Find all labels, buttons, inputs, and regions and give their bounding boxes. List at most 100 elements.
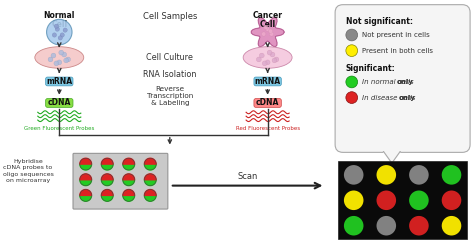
Circle shape	[272, 58, 277, 63]
Polygon shape	[123, 180, 135, 186]
Circle shape	[60, 33, 64, 37]
Circle shape	[268, 29, 273, 33]
Polygon shape	[123, 174, 135, 180]
Polygon shape	[80, 180, 91, 186]
Text: Cancer
Cell: Cancer Cell	[253, 11, 283, 29]
Polygon shape	[123, 158, 135, 164]
Ellipse shape	[35, 47, 84, 68]
Circle shape	[48, 57, 53, 62]
Polygon shape	[145, 158, 156, 164]
Circle shape	[264, 25, 268, 29]
Polygon shape	[145, 180, 156, 186]
Circle shape	[376, 216, 396, 236]
Text: Red Fluorescent Probes: Red Fluorescent Probes	[236, 126, 300, 131]
Circle shape	[55, 27, 60, 31]
Circle shape	[262, 61, 267, 66]
Polygon shape	[101, 180, 113, 186]
Text: Cell Samples: Cell Samples	[143, 12, 197, 22]
Text: Significant:: Significant:	[346, 64, 396, 73]
FancyBboxPatch shape	[254, 77, 282, 86]
Polygon shape	[80, 195, 91, 201]
Circle shape	[51, 53, 56, 58]
Text: mRNA: mRNA	[255, 77, 281, 86]
Circle shape	[346, 29, 357, 41]
Polygon shape	[145, 164, 156, 170]
Circle shape	[269, 32, 273, 36]
Circle shape	[63, 28, 67, 32]
Circle shape	[62, 52, 67, 57]
Polygon shape	[101, 164, 113, 170]
Text: In disease cells: In disease cells	[362, 94, 417, 101]
Circle shape	[64, 58, 69, 63]
Polygon shape	[101, 158, 113, 164]
Circle shape	[265, 27, 270, 31]
FancyBboxPatch shape	[254, 98, 282, 107]
Polygon shape	[382, 150, 401, 163]
Circle shape	[54, 61, 59, 66]
Text: cDNA: cDNA	[47, 98, 71, 107]
Circle shape	[267, 50, 272, 55]
Circle shape	[346, 76, 357, 88]
Text: only: only	[397, 79, 414, 85]
Text: Hybridise
cDNA probes to
oligo sequences
on microarray: Hybridise cDNA probes to oligo sequences…	[2, 159, 54, 183]
Polygon shape	[80, 189, 91, 195]
Circle shape	[344, 216, 364, 236]
Polygon shape	[251, 18, 284, 47]
Circle shape	[346, 45, 357, 57]
Circle shape	[344, 190, 364, 210]
Text: mRNA: mRNA	[46, 77, 73, 86]
Circle shape	[52, 33, 56, 37]
Circle shape	[376, 190, 396, 210]
Text: Reverse
Transcription
& Labeling: Reverse Transcription & Labeling	[146, 86, 193, 106]
Circle shape	[442, 165, 461, 185]
Circle shape	[442, 190, 461, 210]
Circle shape	[57, 60, 62, 65]
Circle shape	[46, 19, 72, 45]
Circle shape	[442, 216, 461, 236]
Bar	[372, 149, 411, 151]
Polygon shape	[145, 195, 156, 201]
Circle shape	[59, 50, 64, 55]
Text: only: only	[399, 94, 416, 101]
Text: Scan: Scan	[238, 172, 258, 181]
Bar	[338, 161, 467, 239]
Polygon shape	[145, 174, 156, 180]
Circle shape	[256, 57, 261, 62]
Polygon shape	[123, 195, 135, 201]
Polygon shape	[123, 189, 135, 195]
Circle shape	[54, 24, 58, 28]
Text: Cell Culture: Cell Culture	[146, 53, 193, 62]
Polygon shape	[80, 164, 91, 170]
Polygon shape	[101, 174, 113, 180]
Circle shape	[270, 52, 275, 57]
Text: Not present in cells: Not present in cells	[362, 32, 429, 38]
Circle shape	[262, 32, 266, 36]
Text: cDNA: cDNA	[256, 98, 279, 107]
FancyBboxPatch shape	[335, 5, 470, 152]
FancyBboxPatch shape	[46, 98, 73, 107]
Circle shape	[409, 165, 428, 185]
Polygon shape	[101, 195, 113, 201]
Circle shape	[376, 165, 396, 185]
Circle shape	[58, 36, 63, 40]
Circle shape	[265, 60, 270, 65]
Circle shape	[259, 53, 264, 58]
Circle shape	[66, 57, 71, 62]
Circle shape	[409, 190, 428, 210]
Text: Present in both cells: Present in both cells	[362, 48, 432, 54]
Text: RNA Isolation: RNA Isolation	[143, 70, 197, 79]
Circle shape	[274, 57, 279, 62]
Polygon shape	[80, 158, 91, 164]
Polygon shape	[101, 189, 113, 195]
Text: Green Fluorescent Probes: Green Fluorescent Probes	[24, 126, 94, 131]
Polygon shape	[80, 174, 91, 180]
Circle shape	[409, 216, 428, 236]
FancyBboxPatch shape	[73, 153, 168, 209]
Ellipse shape	[243, 47, 292, 68]
Polygon shape	[123, 164, 135, 170]
Text: Not significant:: Not significant:	[346, 17, 413, 26]
Text: Normal
Cell: Normal Cell	[44, 11, 75, 29]
Text: In normal cells: In normal cells	[362, 79, 415, 85]
FancyBboxPatch shape	[46, 77, 73, 86]
Polygon shape	[145, 189, 156, 195]
